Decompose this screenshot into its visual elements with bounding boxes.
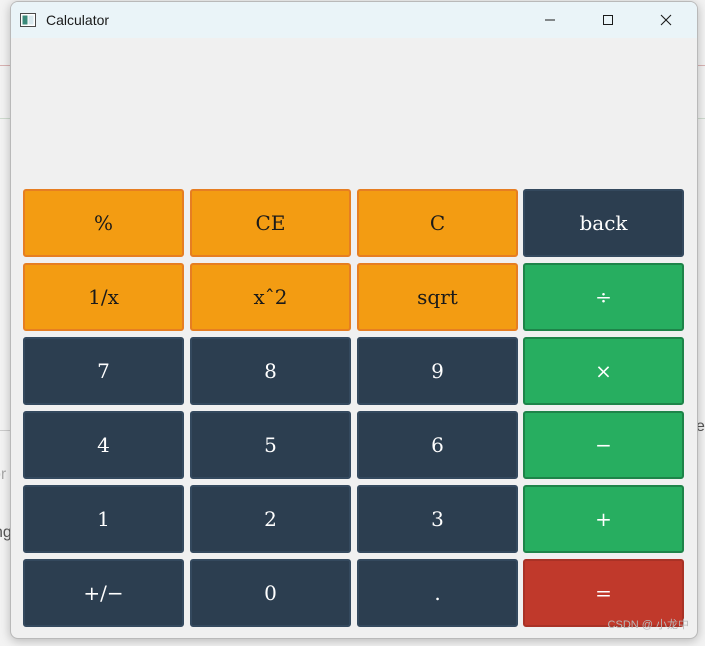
multiply-button[interactable]: × xyxy=(523,337,684,405)
calculator-window: Calculator % CE C back 1/x xˆ2 xyxy=(10,1,698,639)
background-divider-line xyxy=(696,65,705,66)
decimal-point-button[interactable]: . xyxy=(357,559,518,627)
background-peek-text: ex xyxy=(696,418,705,435)
maximize-icon xyxy=(602,14,614,26)
maximize-button[interactable] xyxy=(579,2,637,38)
calculator-app-icon xyxy=(20,12,36,27)
add-button[interactable]: + xyxy=(523,485,684,553)
digit-1-button[interactable]: 1 xyxy=(23,485,184,553)
digit-6-button[interactable]: 6 xyxy=(357,411,518,479)
background-peek-text: ng xyxy=(0,524,12,541)
digit-3-button[interactable]: 3 xyxy=(357,485,518,553)
result-display xyxy=(11,38,697,188)
watermark-text: CSDN @ 小龙中 xyxy=(607,619,689,631)
background-divider-line xyxy=(0,118,10,119)
background-peek-text: or xyxy=(0,466,7,483)
clear-entry-button[interactable]: CE xyxy=(190,189,351,257)
backspace-button[interactable]: back xyxy=(523,189,684,257)
subtract-button[interactable]: − xyxy=(523,411,684,479)
close-icon xyxy=(660,14,672,26)
equals-button[interactable]: = xyxy=(523,559,684,627)
background-divider-line xyxy=(0,65,10,66)
negate-button[interactable]: +/− xyxy=(23,559,184,627)
background-divider-line xyxy=(696,118,705,119)
digit-8-button[interactable]: 8 xyxy=(190,337,351,405)
percent-button[interactable]: % xyxy=(23,189,184,257)
window-title: Calculator xyxy=(46,12,110,28)
digit-0-button[interactable]: 0 xyxy=(190,559,351,627)
digit-7-button[interactable]: 7 xyxy=(23,337,184,405)
minimize-button[interactable] xyxy=(521,2,579,38)
close-button[interactable] xyxy=(637,2,695,38)
square-root-button[interactable]: sqrt xyxy=(357,263,518,331)
clear-button[interactable]: C xyxy=(357,189,518,257)
digit-4-button[interactable]: 4 xyxy=(23,411,184,479)
digit-2-button[interactable]: 2 xyxy=(190,485,351,553)
reciprocal-button[interactable]: 1/x xyxy=(23,263,184,331)
digit-9-button[interactable]: 9 xyxy=(357,337,518,405)
minimize-icon xyxy=(544,14,556,26)
divide-button[interactable]: ÷ xyxy=(523,263,684,331)
digit-5-button[interactable]: 5 xyxy=(190,411,351,479)
background-divider-line xyxy=(0,430,10,431)
title-bar[interactable]: Calculator xyxy=(11,2,697,38)
square-button[interactable]: xˆ2 xyxy=(190,263,351,331)
keypad: % CE C back 1/x xˆ2 sqrt ÷ 7 8 9 × 4 5 6… xyxy=(23,188,685,628)
